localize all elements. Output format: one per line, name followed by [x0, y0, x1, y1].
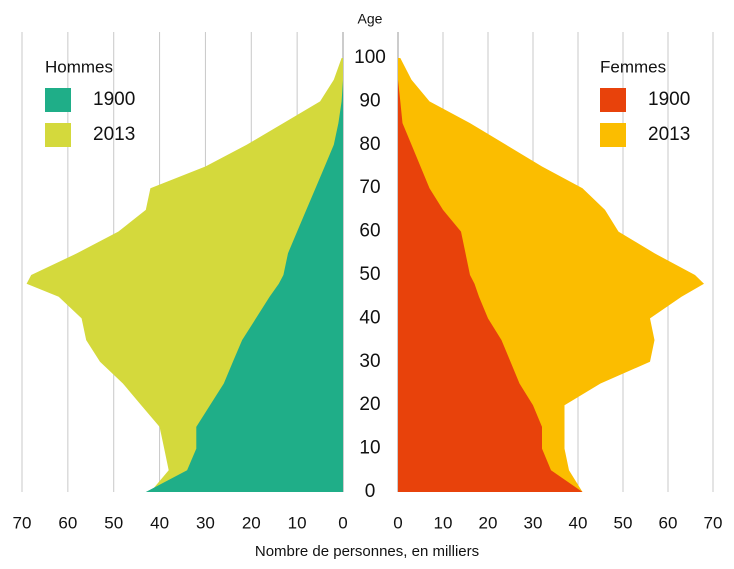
y-tick-label: 30: [359, 351, 380, 372]
legend-label: 2013: [648, 124, 690, 145]
legend-swatch: [45, 88, 71, 112]
x-tick-label: 40: [569, 513, 588, 532]
x-tick-label: 0: [338, 513, 347, 532]
x-tick-label: 10: [434, 513, 453, 532]
legend-swatch: [600, 123, 626, 147]
y-tick-label: 70: [359, 177, 380, 198]
legend-title: Hommes: [45, 57, 113, 76]
legend-swatch: [45, 123, 71, 147]
y-tick-label: 50: [359, 264, 380, 285]
x-tick-label: 30: [196, 513, 215, 532]
y-tick-label: 100: [354, 47, 386, 68]
x-tick-label: 10: [288, 513, 307, 532]
x-tick-label: 20: [242, 513, 261, 532]
x-tick-label: 60: [659, 513, 678, 532]
x-tick-label: 50: [614, 513, 633, 532]
y-tick-label: 40: [359, 307, 380, 328]
x-tick-label: 0: [393, 513, 402, 532]
legend-title: Femmes: [600, 57, 666, 76]
x-tick-label: 70: [13, 513, 32, 532]
y-axis-label: Age: [358, 11, 383, 27]
x-tick-label: 70: [704, 513, 723, 532]
legend-label: 1900: [93, 89, 135, 110]
y-tick-label: 90: [359, 90, 380, 111]
legend-label: 1900: [648, 89, 690, 110]
area: [145, 58, 343, 492]
y-tick-label: 10: [359, 438, 380, 459]
y-tick-label: 20: [359, 394, 380, 415]
legend-label: 2013: [93, 124, 135, 145]
area: [398, 58, 583, 492]
y-tick-label: 80: [359, 134, 380, 155]
y-tick-label: 0: [365, 481, 376, 502]
x-tick-label: 20: [479, 513, 498, 532]
x-axis-label: Nombre de personnes, en milliers: [255, 543, 479, 560]
x-tick-label: 30: [524, 513, 543, 532]
y-tick-label: 60: [359, 221, 380, 242]
x-tick-label: 50: [104, 513, 123, 532]
x-tick-label: 40: [150, 513, 169, 532]
x-tick-label: 60: [58, 513, 77, 532]
legend-swatch: [600, 88, 626, 112]
